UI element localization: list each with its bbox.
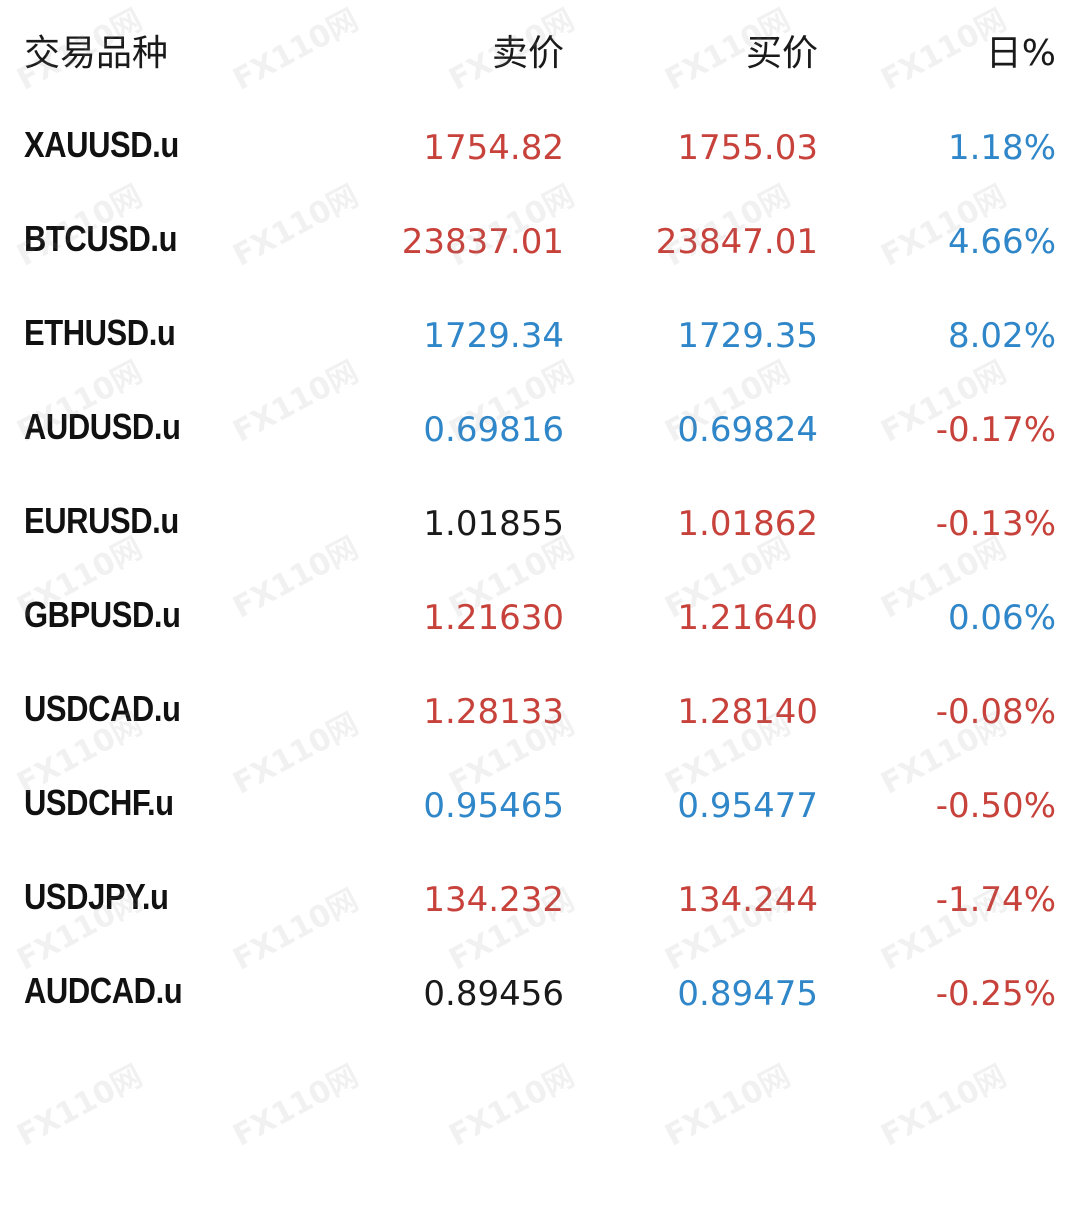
ask-price: 1.28140 bbox=[677, 692, 818, 732]
symbol-name: AUDUSD.u bbox=[24, 406, 181, 447]
ask-price: 23847.01 bbox=[655, 222, 818, 262]
ask-price: 1.01862 bbox=[677, 504, 818, 544]
quote-row[interactable]: AUDCAD.u 0.89456 0.89475 -0.25% bbox=[0, 946, 1080, 1040]
daily-change: 4.66% bbox=[947, 222, 1056, 262]
watermark-text: FX110网 bbox=[659, 1058, 797, 1154]
symbol-name: USDCHF.u bbox=[24, 782, 174, 823]
ask-price: 1755.03 bbox=[677, 128, 818, 168]
quote-row[interactable]: USDCAD.u 1.28133 1.28140 -0.08% bbox=[0, 664, 1080, 758]
bid-price: 1754.82 bbox=[423, 128, 564, 168]
daily-change: 0.06% bbox=[947, 598, 1056, 638]
quote-row[interactable]: USDJPY.u 134.232 134.244 -1.74% bbox=[0, 852, 1080, 946]
symbol-name: USDCAD.u bbox=[24, 688, 181, 729]
bid-price: 0.69816 bbox=[423, 410, 564, 450]
bid-price: 134.232 bbox=[423, 880, 564, 920]
watermark-text: FX110网 bbox=[227, 1058, 365, 1154]
header-ask[interactable]: 买价 bbox=[745, 33, 818, 74]
daily-change: -0.13% bbox=[935, 504, 1056, 544]
watermark-text: FX110网 bbox=[875, 1058, 1013, 1154]
ask-price: 134.244 bbox=[677, 880, 818, 920]
quote-row[interactable]: GBPUSD.u 1.21630 1.21640 0.06% bbox=[0, 570, 1080, 664]
daily-change: -1.74% bbox=[935, 880, 1056, 920]
daily-change: -0.25% bbox=[935, 974, 1056, 1014]
quote-table-header: 交易品种 卖价 买价 日% bbox=[0, 0, 1080, 110]
daily-change: 1.18% bbox=[947, 128, 1056, 168]
daily-change: -0.50% bbox=[935, 786, 1056, 826]
bid-price: 23837.01 bbox=[401, 222, 564, 262]
symbol-name: EURUSD.u bbox=[24, 500, 179, 541]
symbol-name: XAUUSD.u bbox=[24, 124, 179, 165]
symbol-name: GBPUSD.u bbox=[24, 594, 181, 635]
daily-change: 8.02% bbox=[947, 316, 1056, 356]
header-change[interactable]: 日% bbox=[985, 33, 1056, 74]
quote-row[interactable]: EURUSD.u 1.01855 1.01862 -0.13% bbox=[0, 476, 1080, 570]
daily-change: -0.17% bbox=[935, 410, 1056, 450]
daily-change: -0.08% bbox=[935, 692, 1056, 732]
quote-row[interactable]: XAUUSD.u 1754.82 1755.03 1.18% bbox=[0, 100, 1080, 194]
bid-price: 1729.34 bbox=[423, 316, 564, 356]
quote-row[interactable]: BTCUSD.u 23837.01 23847.01 4.66% bbox=[0, 194, 1080, 288]
ask-price: 1729.35 bbox=[677, 316, 818, 356]
quote-row[interactable]: AUDUSD.u 0.69816 0.69824 -0.17% bbox=[0, 382, 1080, 476]
ask-price: 0.89475 bbox=[677, 974, 818, 1014]
header-bid[interactable]: 卖价 bbox=[491, 33, 564, 74]
bid-price: 0.95465 bbox=[423, 786, 564, 826]
ask-price: 0.69824 bbox=[677, 410, 818, 450]
bid-price: 0.89456 bbox=[423, 974, 564, 1014]
bid-price: 1.01855 bbox=[423, 504, 564, 544]
symbol-name: USDJPY.u bbox=[24, 876, 169, 917]
symbol-name: ETHUSD.u bbox=[24, 312, 176, 353]
watermark-text: FX110网 bbox=[11, 1058, 149, 1154]
watermark-text: FX110网 bbox=[443, 1058, 581, 1154]
quote-row[interactable]: ETHUSD.u 1729.34 1729.35 8.02% bbox=[0, 288, 1080, 382]
bid-price: 1.28133 bbox=[423, 692, 564, 732]
symbol-name: AUDCAD.u bbox=[24, 970, 183, 1011]
bid-price: 1.21630 bbox=[423, 598, 564, 638]
symbol-name: BTCUSD.u bbox=[24, 218, 178, 259]
header-symbol[interactable]: 交易品种 bbox=[24, 33, 169, 74]
quote-row[interactable]: USDCHF.u 0.95465 0.95477 -0.50% bbox=[0, 758, 1080, 852]
ask-price: 1.21640 bbox=[677, 598, 818, 638]
quote-list: XAUUSD.u 1754.82 1755.03 1.18% BTCUSD.u … bbox=[0, 100, 1080, 1040]
ask-price: 0.95477 bbox=[677, 786, 818, 826]
